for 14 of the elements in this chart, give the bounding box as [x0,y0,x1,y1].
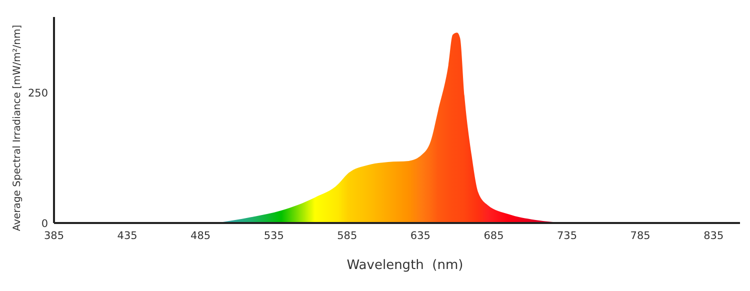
x-tick-label: 835 [704,230,724,242]
y-tick-label: 250 [28,88,48,100]
y-axis-title: Average Spectral Irradiance [mW/m²/nm] [12,24,23,232]
x-axis-title: Wavelength (nm) [346,258,464,273]
x-tick-label: 635 [410,230,430,242]
x-tick-label: 585 [337,230,358,242]
y-tick-label: 0 [41,218,48,230]
x-tick-label: 485 [190,230,211,242]
x-tick-label: 685 [484,230,504,242]
x-tick-label: 535 [264,230,284,242]
x-tick-label: 735 [557,230,578,242]
x-tick-label: 435 [117,230,138,242]
x-tick-label: 385 [44,230,64,242]
x-tick-label: 785 [630,230,650,242]
